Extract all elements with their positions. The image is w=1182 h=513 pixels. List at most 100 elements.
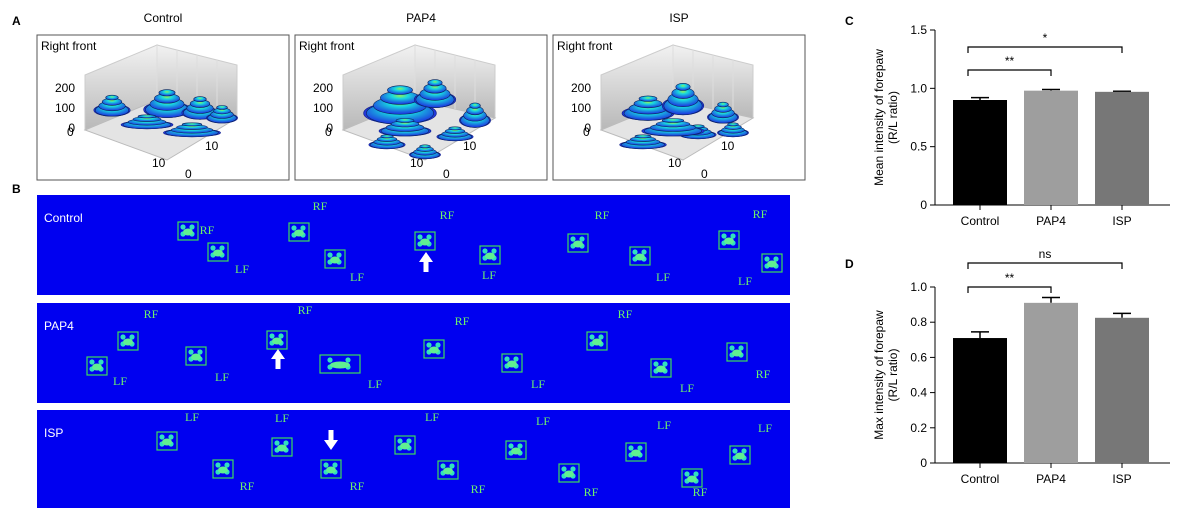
plot-title: Control [144,11,183,25]
paw-dot [653,361,659,367]
front-tick-label: 10 [668,156,682,170]
surface-contour [717,101,729,108]
paw-box [394,435,416,455]
paw-box [156,431,178,451]
paw-box [479,245,501,265]
paw-dot [197,349,203,355]
arrow [419,252,433,272]
y-tick-label: 1.5 [910,23,927,37]
bar [953,100,1007,205]
z-tick-label: 100 [55,101,75,115]
side-tick-label: 0 [185,167,192,181]
paw-label: LF [350,270,364,284]
paw-dot [491,248,497,254]
paw-pad [429,346,439,354]
paw-box [726,342,748,362]
paw-dot [508,443,514,449]
paw-dot [570,466,576,472]
paw-label: LF [275,411,289,425]
surface-contour [638,95,658,102]
paw-box [86,356,108,376]
y-tick-label: 0.5 [910,140,927,154]
arrow [324,430,338,450]
paw-box [501,353,523,373]
front-tick-label: 10 [410,156,424,170]
paw-box [629,246,651,266]
paw-dot [406,438,412,444]
paw-box [271,437,293,457]
paw-dot [730,233,736,239]
footprint-strip [37,195,790,295]
paw-label: LF [536,414,550,428]
paw-dot [637,445,643,451]
paw-label: RF [440,208,455,222]
paw-dot [323,462,329,468]
paw-box [761,253,783,273]
paw-dot [98,359,104,365]
paw-pad [272,337,282,345]
paw-label: RF [693,485,708,499]
paw-pad [183,228,193,236]
surface-contour [661,118,685,123]
x-tick-label: ISP [1112,214,1131,228]
surface-contour [634,134,652,139]
paw-dot [345,357,351,363]
paw-dot [641,249,647,255]
y-tick-label: 1.0 [910,280,927,294]
paw-dot [693,471,699,477]
significance-label: ns [1039,247,1052,261]
paw-dot [215,462,221,468]
paw-dot [561,466,567,472]
significance-bracket [967,69,1052,76]
paw-label: LF [758,421,772,435]
paw-label: LF [657,418,671,432]
panel-label: A [12,14,21,28]
paw-pad [564,470,574,478]
paw-label: RF [753,207,768,221]
paw-dot [598,334,604,340]
surface-contour [105,94,119,101]
y-tick-label: 0.4 [910,386,927,400]
paw-dot [773,256,779,262]
paw-label: LF [656,270,670,284]
x-tick-label: Control [961,472,1000,486]
paw-pad [277,444,287,452]
side-tick-label: 10 [721,139,735,153]
y-axis-label: Mean intensity of forepaw(R/L ratio) [872,49,900,186]
paw-label: RF [455,314,470,328]
x-tick-label: Control [961,214,1000,228]
x-tick-label: PAP4 [1036,214,1066,228]
surface-contour [675,83,691,91]
y-axis-label-line: Mean intensity of forepaw [872,49,886,186]
paw-pad [592,338,602,346]
paw-dot [579,236,585,242]
paw-pad [635,253,645,261]
paw-pad [162,438,172,446]
paw-dot [327,252,333,258]
surface-contour [427,79,443,87]
paw-label: LF [531,377,545,391]
bar [953,338,1007,463]
paw-dot [159,434,165,440]
paw-label: LF [235,262,249,276]
paw-pad [213,249,223,257]
paw-dot [570,236,576,242]
paw-pad [511,447,521,455]
paw-dot [662,361,668,367]
paw-dot [180,224,186,230]
paw-label: LF [368,377,382,391]
surface-contour [448,126,462,131]
paw-dot [89,359,95,365]
panel-label: B [12,182,21,196]
z-tick-label: 0 [326,121,333,135]
paw-dot [291,225,297,231]
panel-label: C [845,14,854,28]
row-label: PAP4 [44,319,74,333]
front-tick-label: 0 [325,125,332,139]
paw-dot [684,471,690,477]
paw-label: RF [144,307,159,321]
paw-pad [735,452,745,460]
plot-title: PAP4 [406,11,436,25]
paw-dot [269,333,275,339]
y-axis-label-line: (R/L ratio) [886,91,900,144]
